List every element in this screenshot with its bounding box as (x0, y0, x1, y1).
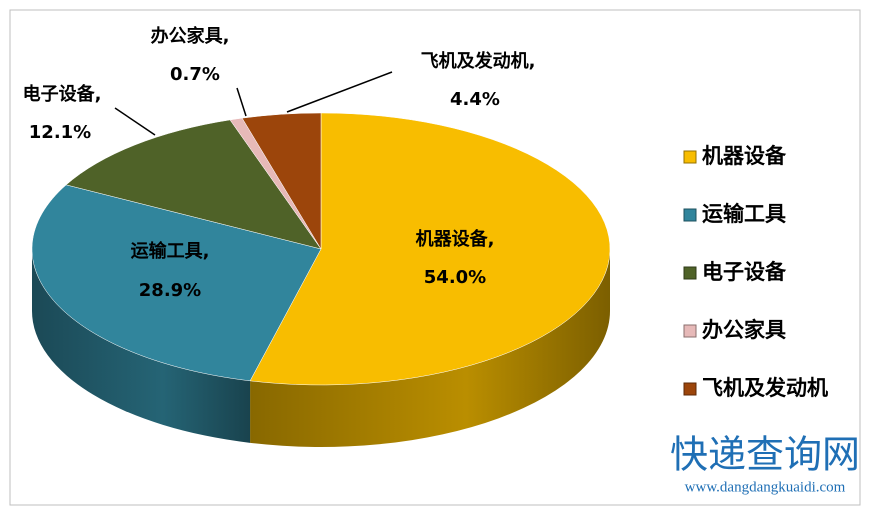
legend-label: 办公家具 (702, 318, 786, 342)
data-label-value: 0.7% (170, 64, 220, 85)
watermark-url: www.dangdangkuaidi.com (685, 479, 846, 495)
slice-side (250, 249, 611, 447)
leader-line (236, 87, 247, 117)
pie-slice (241, 112, 322, 250)
legend-swatch (683, 324, 697, 338)
data-label-name: 机器设备, (416, 228, 495, 250)
pie-slice (65, 119, 322, 250)
legend-swatch (683, 382, 697, 396)
legend-label: 运输工具 (702, 202, 786, 226)
data-label-value: 4.4% (450, 89, 500, 110)
watermark-title: 快递查询网 (670, 433, 860, 477)
data-label-name: 办公家具, (151, 25, 230, 47)
data-label-value: 12.1% (29, 122, 91, 143)
data-label-name: 运输工具, (131, 240, 210, 262)
slice-side (32, 249, 251, 443)
data-label-value: 54.0% (424, 267, 486, 288)
pie-sides (32, 249, 611, 447)
pie-slice (249, 112, 611, 386)
data-label-name: 飞机及发动机, (421, 50, 536, 72)
legend-swatch (683, 208, 697, 222)
legend-swatch (683, 266, 697, 280)
legend-label: 飞机及发动机 (702, 376, 828, 400)
pie-tops (31, 112, 611, 386)
leader-line (286, 71, 393, 113)
pie-slice (31, 184, 322, 382)
data-labels: 机器设备, 54.0% 运输工具, 28.9% 电子设备, 12.1% 办公家具, 0.7% 飞… (23, 25, 536, 301)
data-label-value: 28.9% (139, 280, 201, 301)
data-label-name: 电子设备, (23, 83, 102, 105)
leader-line (114, 107, 156, 136)
legend-label: 机器设备 (702, 144, 787, 168)
legend-label: 电子设备 (702, 260, 787, 284)
legend-swatch (683, 150, 697, 164)
